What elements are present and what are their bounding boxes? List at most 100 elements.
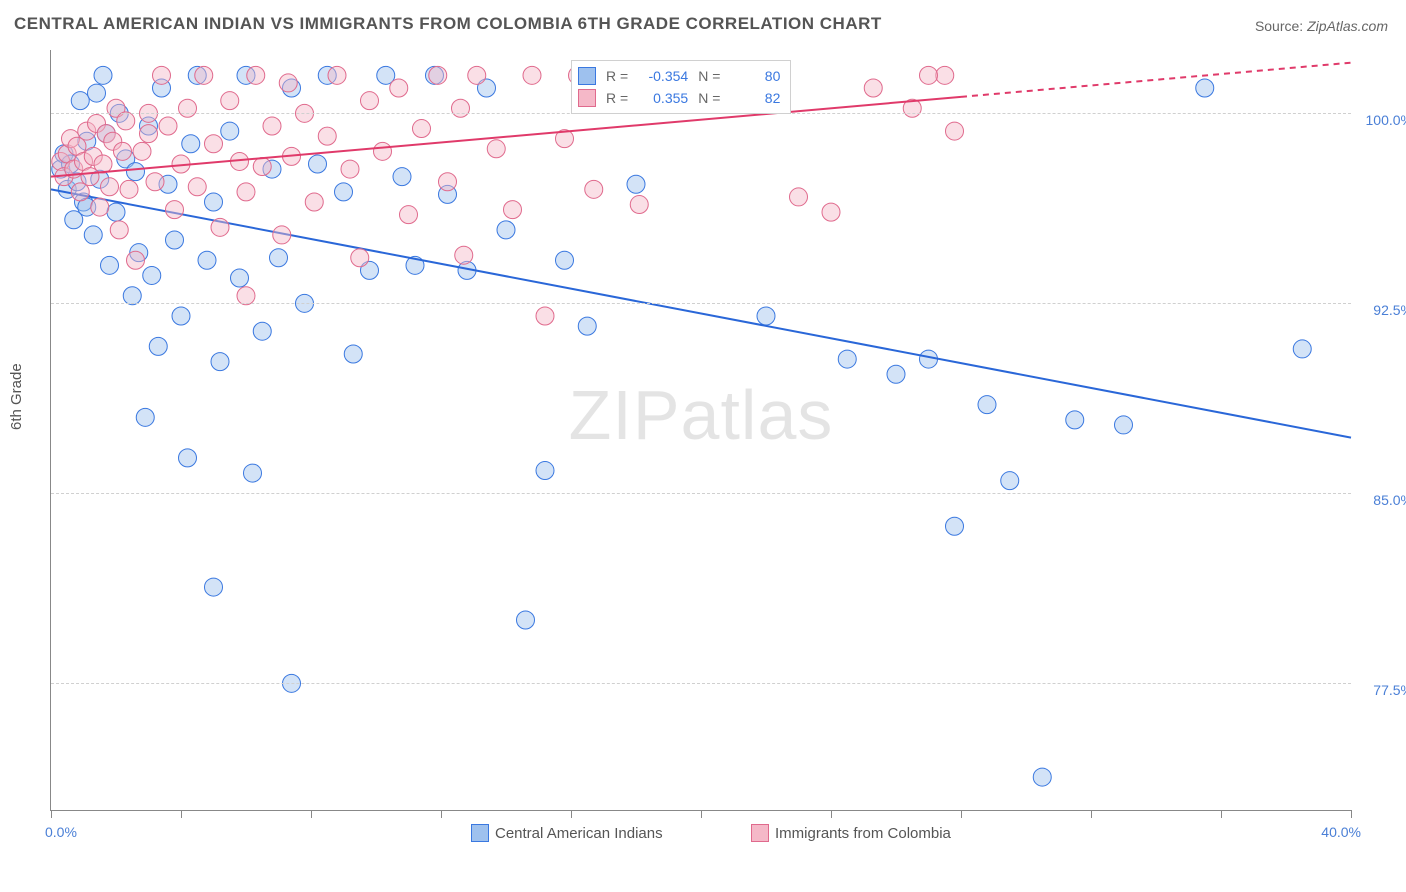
gridline-h bbox=[51, 683, 1351, 684]
data-point bbox=[84, 226, 102, 244]
data-point bbox=[439, 173, 457, 191]
data-point bbox=[946, 122, 964, 140]
data-point bbox=[244, 464, 262, 482]
bottom-legend-label-1: Central American Indians bbox=[495, 825, 663, 842]
data-point bbox=[71, 92, 89, 110]
data-point bbox=[237, 183, 255, 201]
data-point bbox=[1066, 411, 1084, 429]
x-tick bbox=[1351, 810, 1352, 818]
x-tick bbox=[1221, 810, 1222, 818]
data-point bbox=[117, 112, 135, 130]
scatter-svg bbox=[51, 50, 1351, 810]
data-point bbox=[127, 251, 145, 269]
trend-line-extrapolated bbox=[961, 63, 1351, 97]
gridline-h bbox=[51, 113, 1351, 114]
data-point bbox=[920, 66, 938, 84]
data-point bbox=[393, 168, 411, 186]
data-point bbox=[390, 79, 408, 97]
data-point bbox=[101, 256, 119, 274]
data-point bbox=[140, 125, 158, 143]
data-point bbox=[101, 178, 119, 196]
data-point bbox=[195, 66, 213, 84]
data-point bbox=[71, 183, 89, 201]
x-tick bbox=[701, 810, 702, 818]
data-point bbox=[344, 345, 362, 363]
data-point bbox=[374, 142, 392, 160]
data-point bbox=[94, 155, 112, 173]
data-point bbox=[88, 84, 106, 102]
data-point bbox=[253, 158, 271, 176]
x-tick bbox=[961, 810, 962, 818]
data-point bbox=[205, 135, 223, 153]
data-point bbox=[120, 180, 138, 198]
source-label: Source: bbox=[1255, 18, 1303, 34]
data-point bbox=[335, 183, 353, 201]
data-point bbox=[1293, 340, 1311, 358]
legend-swatch-1 bbox=[578, 67, 596, 85]
bottom-swatch-2 bbox=[751, 824, 769, 842]
data-point bbox=[936, 66, 954, 84]
data-point bbox=[630, 196, 648, 214]
data-point bbox=[94, 66, 112, 84]
n-value-1: 80 bbox=[728, 68, 780, 84]
bottom-swatch-1 bbox=[471, 824, 489, 842]
data-point bbox=[211, 353, 229, 371]
data-point bbox=[166, 231, 184, 249]
y-tick-label: 85.0% bbox=[1358, 492, 1406, 508]
data-point bbox=[400, 206, 418, 224]
data-point bbox=[123, 287, 141, 305]
legend-row-series-1: R = -0.354 N = 80 bbox=[578, 65, 780, 87]
data-point bbox=[452, 99, 470, 117]
data-point bbox=[468, 66, 486, 84]
plot-area: ZIPatlas R = -0.354 N = 80 R = 0.355 N =… bbox=[50, 50, 1351, 811]
data-point bbox=[556, 251, 574, 269]
correlation-legend: R = -0.354 N = 80 R = 0.355 N = 82 bbox=[571, 60, 791, 114]
data-point bbox=[279, 74, 297, 92]
data-point bbox=[107, 203, 125, 221]
data-point bbox=[205, 193, 223, 211]
x-tick bbox=[1091, 810, 1092, 818]
data-point bbox=[211, 218, 229, 236]
data-point bbox=[205, 578, 223, 596]
bottom-legend-1: Central American Indians bbox=[471, 824, 663, 842]
source-value: ZipAtlas.com bbox=[1307, 18, 1388, 34]
data-point bbox=[114, 142, 132, 160]
legend-row-series-2: R = 0.355 N = 82 bbox=[578, 87, 780, 109]
data-point bbox=[978, 396, 996, 414]
n-label: N = bbox=[698, 90, 720, 106]
data-point bbox=[159, 117, 177, 135]
bottom-legend-2: Immigrants from Colombia bbox=[751, 824, 951, 842]
chart-title: CENTRAL AMERICAN INDIAN VS IMMIGRANTS FR… bbox=[14, 14, 882, 34]
n-label: N = bbox=[698, 68, 720, 84]
data-point bbox=[133, 142, 151, 160]
data-point bbox=[429, 66, 447, 84]
data-point bbox=[253, 322, 271, 340]
x-tick bbox=[571, 810, 572, 818]
data-point bbox=[790, 188, 808, 206]
data-point bbox=[341, 160, 359, 178]
data-point bbox=[757, 307, 775, 325]
data-point bbox=[1001, 472, 1019, 490]
data-point bbox=[221, 122, 239, 140]
x-tick bbox=[831, 810, 832, 818]
data-point bbox=[328, 66, 346, 84]
data-point bbox=[221, 92, 239, 110]
data-point bbox=[273, 226, 291, 244]
y-axis-label: 6th Grade bbox=[8, 363, 25, 430]
y-tick-label: 100.0% bbox=[1358, 112, 1406, 128]
x-min-label: 0.0% bbox=[45, 824, 77, 840]
y-tick-label: 77.5% bbox=[1358, 682, 1406, 698]
data-point bbox=[188, 178, 206, 196]
x-tick bbox=[181, 810, 182, 818]
data-point bbox=[413, 120, 431, 138]
data-point bbox=[946, 517, 964, 535]
gridline-h bbox=[51, 303, 1351, 304]
x-tick bbox=[51, 810, 52, 818]
r-value-1: -0.354 bbox=[636, 68, 688, 84]
data-point bbox=[172, 307, 190, 325]
data-point bbox=[91, 198, 109, 216]
chart-container: CENTRAL AMERICAN INDIAN VS IMMIGRANTS FR… bbox=[0, 0, 1406, 892]
data-point bbox=[578, 317, 596, 335]
data-point bbox=[237, 287, 255, 305]
data-point bbox=[361, 92, 379, 110]
